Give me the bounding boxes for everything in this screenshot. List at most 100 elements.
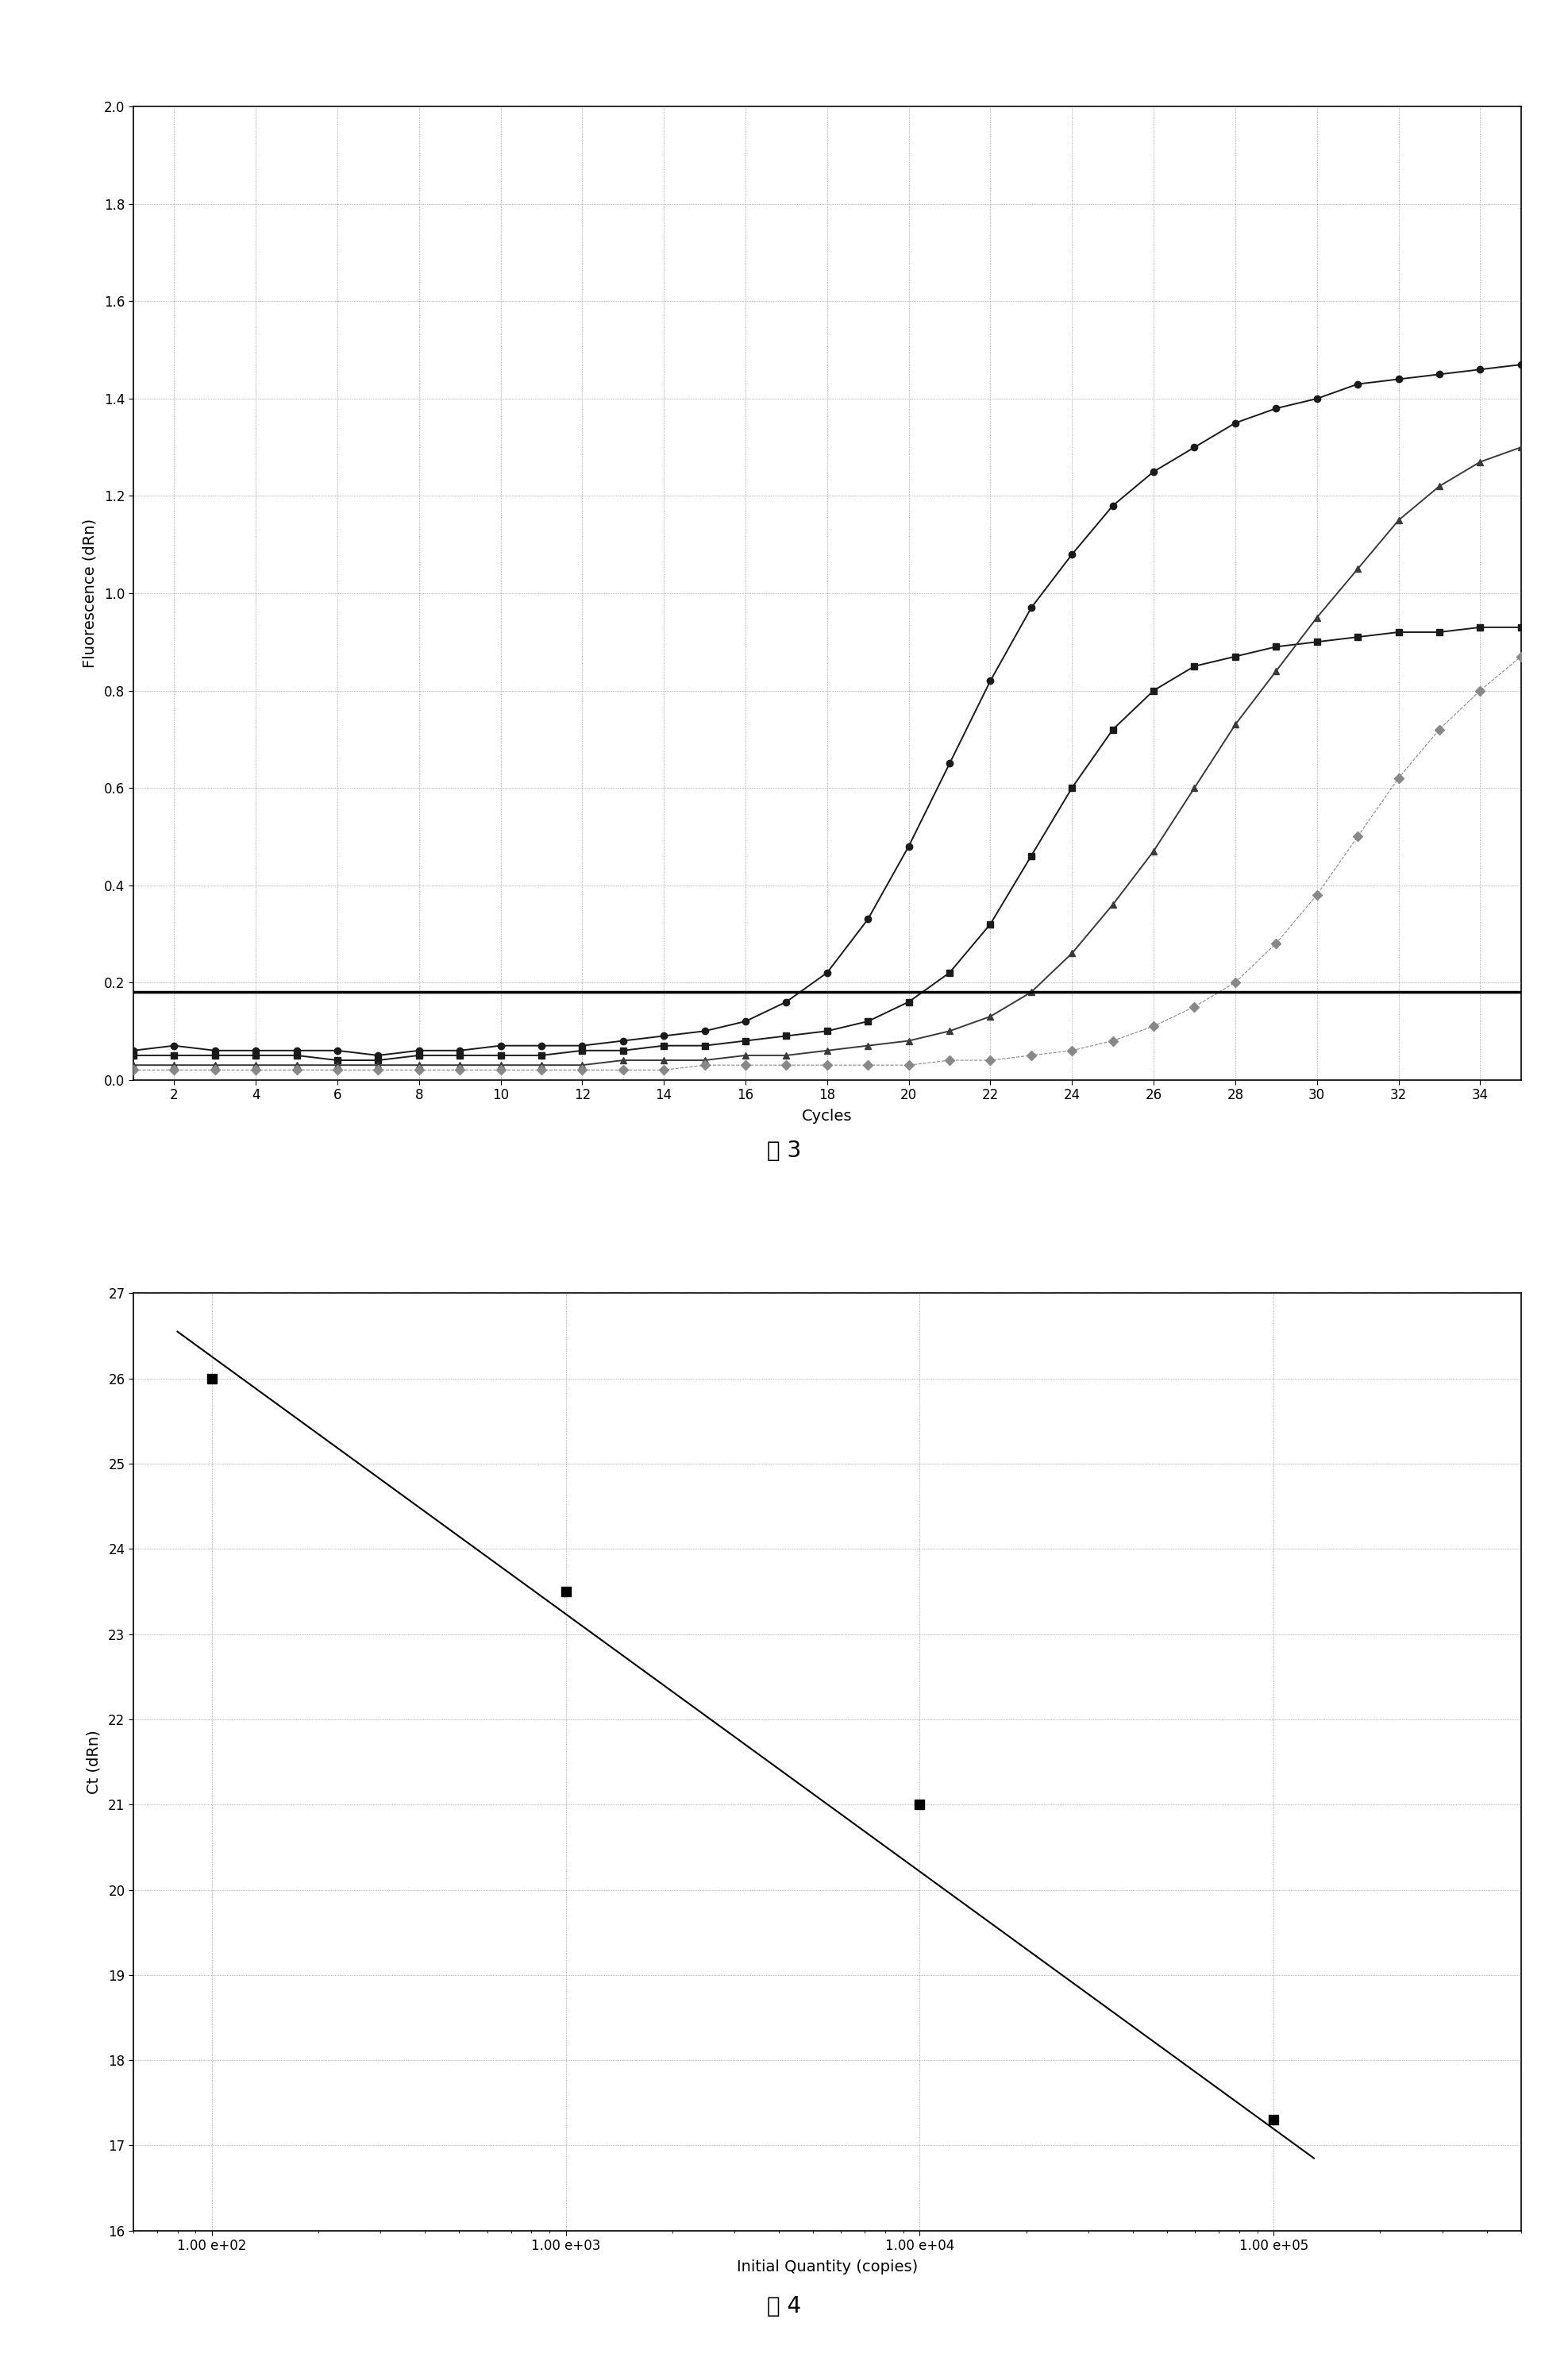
10^4 copies xyxy=(982,909,1000,937)
10^4 copies xyxy=(613,1037,632,1065)
10^5 copies xyxy=(1512,351,1530,380)
10^4 copies xyxy=(1145,676,1163,705)
10^3 copies xyxy=(1512,432,1530,460)
10^4 copies xyxy=(859,1006,878,1035)
10^2 copies xyxy=(1104,1028,1123,1056)
10^5 copies xyxy=(409,1037,428,1065)
10^4 copies xyxy=(1185,653,1204,681)
10^5 copies xyxy=(532,1032,550,1061)
10^3 copies xyxy=(1185,774,1204,802)
10^3 copies xyxy=(1308,603,1327,631)
10^2 copies xyxy=(1022,1042,1041,1070)
10^2 copies xyxy=(859,1051,878,1080)
10^3 copies xyxy=(165,1051,183,1080)
10^2 copies xyxy=(124,1056,143,1084)
10^3 copies xyxy=(205,1051,224,1080)
10^2 copies xyxy=(1512,643,1530,672)
Line: 10^3 copies: 10^3 copies xyxy=(130,444,1524,1068)
10^3 copies xyxy=(1348,555,1367,584)
10^3 copies xyxy=(982,1001,1000,1030)
10^2 copies xyxy=(1348,823,1367,852)
10^5 copies xyxy=(1430,361,1449,389)
10^2 copies xyxy=(532,1056,550,1084)
10^3 copies xyxy=(1022,978,1041,1006)
10^2 copies xyxy=(1430,714,1449,743)
10^5 copies xyxy=(1063,541,1082,570)
10^3 copies xyxy=(735,1042,754,1070)
10^4 copies xyxy=(205,1042,224,1070)
10^2 copies xyxy=(818,1051,837,1080)
10^3 copies xyxy=(1226,710,1245,738)
10^3 copies xyxy=(695,1046,713,1075)
10^5 copies xyxy=(1226,408,1245,437)
10^3 copies xyxy=(450,1051,469,1080)
Text: 图 4: 图 4 xyxy=(767,2295,801,2318)
10^2 copies xyxy=(409,1056,428,1084)
10^3 copies xyxy=(613,1046,632,1075)
10^5 copies xyxy=(654,1023,673,1051)
10^4 copies xyxy=(776,1023,795,1051)
10^4 copies xyxy=(1104,714,1123,743)
10^4 copies xyxy=(1063,774,1082,802)
10^4 copies xyxy=(124,1042,143,1070)
10^4 copies xyxy=(941,959,960,987)
10^5 copies xyxy=(900,833,919,861)
10^5 copies xyxy=(205,1037,224,1065)
10^5 copies xyxy=(124,1037,143,1065)
10^2 copies xyxy=(735,1051,754,1080)
10^4 copies xyxy=(1512,612,1530,641)
10^5 copies xyxy=(1267,394,1286,422)
10^3 copies xyxy=(654,1046,673,1075)
10^5 copies xyxy=(1389,365,1408,394)
10^2 copies xyxy=(368,1056,387,1084)
10^3 copies xyxy=(246,1051,265,1080)
10^4 copies xyxy=(654,1032,673,1061)
10^2 copies xyxy=(491,1056,510,1084)
10^4 copies xyxy=(818,1016,837,1044)
10^3 copies xyxy=(287,1051,306,1080)
10^2 copies xyxy=(287,1056,306,1084)
10^2 copies xyxy=(246,1056,265,1084)
10^4 copies xyxy=(1226,643,1245,672)
10^2 copies xyxy=(328,1056,347,1084)
10^2 copies xyxy=(776,1051,795,1080)
10^5 copies xyxy=(1104,491,1123,520)
10^2 copies xyxy=(205,1056,224,1084)
10^2 copies xyxy=(900,1051,919,1080)
X-axis label: Initial Quantity (copies): Initial Quantity (copies) xyxy=(737,2259,917,2276)
10^2 copies xyxy=(941,1046,960,1075)
10^3 copies xyxy=(859,1032,878,1061)
10^3 copies xyxy=(1267,657,1286,686)
10^5 copies xyxy=(613,1028,632,1056)
10^3 copies xyxy=(124,1051,143,1080)
10^3 copies xyxy=(941,1016,960,1044)
10^2 copies xyxy=(1145,1011,1163,1039)
10^5 copies xyxy=(287,1037,306,1065)
10^5 copies xyxy=(328,1037,347,1065)
10^4 copies xyxy=(1430,617,1449,645)
10^2 copies xyxy=(613,1056,632,1084)
10^4 copies xyxy=(572,1037,591,1065)
10^4 copies xyxy=(1022,842,1041,871)
10^5 copies xyxy=(450,1037,469,1065)
10^5 copies xyxy=(1471,356,1490,384)
10^5 copies xyxy=(695,1016,713,1044)
10^4 copies xyxy=(1308,626,1327,655)
10^5 copies xyxy=(1145,458,1163,486)
10^3 copies xyxy=(1471,448,1490,477)
Y-axis label: Fluorescence (dRn): Fluorescence (dRn) xyxy=(82,520,97,667)
10^5 copies xyxy=(941,750,960,778)
10^5 copies xyxy=(1348,370,1367,399)
Line: 10^4 copies: 10^4 copies xyxy=(130,624,1524,1063)
10^4 copies xyxy=(1267,634,1286,662)
10^5 copies xyxy=(368,1042,387,1070)
10^3 copies xyxy=(900,1028,919,1056)
10^4 copies xyxy=(165,1042,183,1070)
10^4 copies xyxy=(328,1046,347,1075)
10^2 copies xyxy=(450,1056,469,1084)
10^4 copies xyxy=(1389,617,1408,645)
10^3 copies xyxy=(491,1051,510,1080)
10^4 copies xyxy=(695,1032,713,1061)
10^2 copies xyxy=(1308,880,1327,909)
10^3 copies xyxy=(328,1051,347,1080)
